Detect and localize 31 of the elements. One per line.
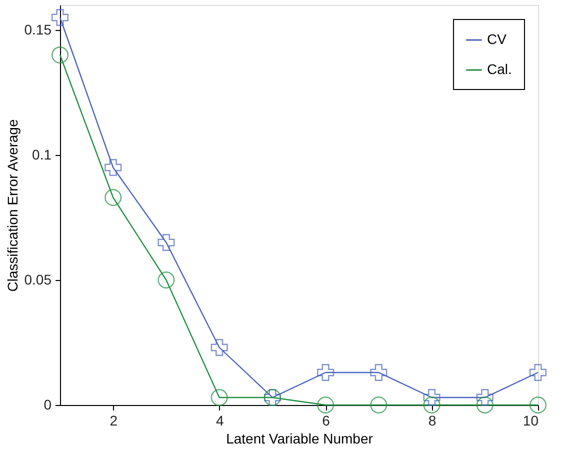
point <box>317 396 334 414</box>
point <box>51 46 69 64</box>
point <box>210 338 228 356</box>
point <box>423 396 440 414</box>
point <box>317 364 334 382</box>
point <box>529 396 547 414</box>
y-tick-label: 0.15 <box>24 22 52 38</box>
point <box>210 389 228 406</box>
point <box>423 388 440 406</box>
y-tick-label: 0.1 <box>32 146 52 162</box>
legend-label: CV <box>487 31 508 47</box>
point <box>158 272 175 288</box>
x-tick-label: 4 <box>216 412 224 428</box>
x-tick-label: 8 <box>428 412 436 428</box>
x-tick-label: 6 <box>322 412 330 428</box>
x-axis-title: Latent Variable Number <box>226 430 374 446</box>
point <box>51 8 69 26</box>
point <box>370 364 388 382</box>
y-tick-label: 0.05 <box>24 272 52 288</box>
x-tick-label: 10 <box>522 412 539 428</box>
point <box>476 396 494 414</box>
y-tick-label: 0 <box>44 396 52 412</box>
point <box>104 158 122 176</box>
point <box>476 388 494 406</box>
y-axis-title: Classification Error Average <box>4 119 20 292</box>
x-tick-label: 2 <box>110 412 118 428</box>
legend-label: Cal. <box>487 61 512 77</box>
point <box>104 189 122 206</box>
point <box>158 234 175 252</box>
point <box>529 364 547 382</box>
point <box>370 396 388 414</box>
